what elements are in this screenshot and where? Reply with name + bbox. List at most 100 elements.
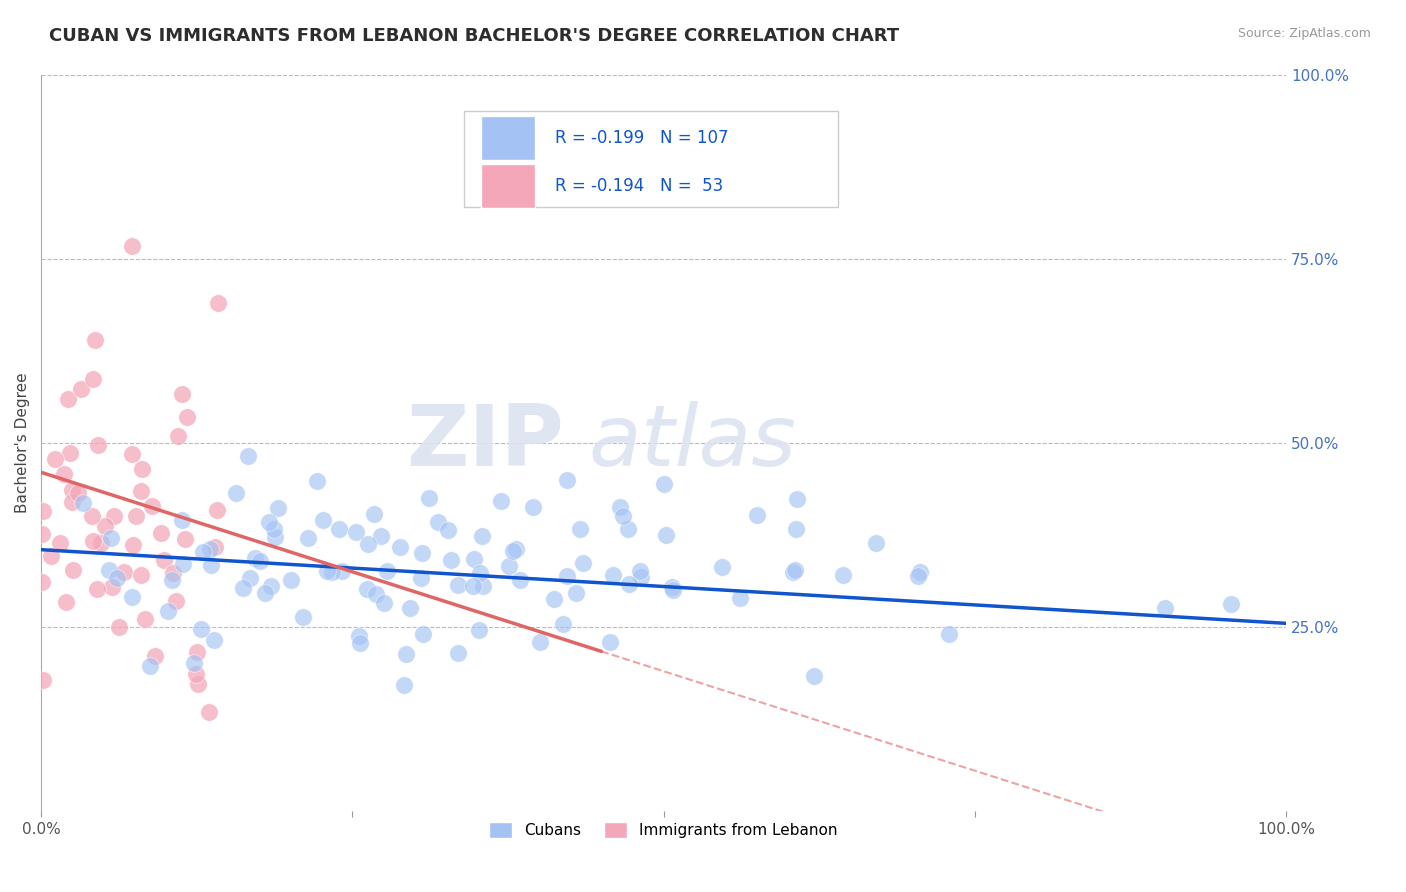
Point: [399, 601, 422, 615]
Point: [62, 563, 84, 577]
Point: [90, 536, 112, 550]
Point: [1154, 600, 1177, 615]
Point: [131, 462, 153, 476]
Point: [94, 518, 117, 533]
Point: [225, 485, 247, 500]
Point: [529, 635, 551, 649]
Point: [447, 646, 470, 660]
Point: [41, 549, 63, 563]
Point: [907, 569, 929, 583]
Point: [239, 571, 262, 585]
Point: [31, 574, 53, 589]
Point: [176, 410, 198, 425]
Point: [254, 586, 277, 600]
Point: [121, 448, 143, 462]
Point: [505, 541, 527, 556]
Point: [395, 648, 418, 662]
Point: [908, 565, 931, 579]
Point: [243, 550, 266, 565]
Legend: Cubans, Immigrants from Lebanon: Cubans, Immigrants from Lebanon: [484, 816, 844, 844]
Point: [472, 579, 495, 593]
Point: [357, 537, 380, 551]
Point: [86, 582, 108, 597]
Point: [803, 669, 825, 683]
Point: [571, 556, 593, 570]
Point: [259, 579, 281, 593]
Point: [292, 609, 315, 624]
Point: [363, 507, 385, 521]
Point: [183, 656, 205, 670]
Point: [53, 467, 76, 482]
FancyBboxPatch shape: [464, 112, 838, 207]
FancyBboxPatch shape: [481, 117, 536, 160]
Text: CUBAN VS IMMIGRANTS FROM LEBANON BACHELOR'S DEGREE CORRELATION CHART: CUBAN VS IMMIGRANTS FROM LEBANON BACHELO…: [49, 27, 900, 45]
Point: [786, 491, 808, 506]
Point: [392, 677, 415, 691]
Point: [468, 566, 491, 581]
Point: [107, 619, 129, 633]
Point: [375, 564, 398, 578]
Point: [134, 612, 156, 626]
Text: Source: ZipAtlas.com: Source: ZipAtlas.com: [1237, 27, 1371, 40]
Point: [305, 474, 328, 488]
Point: [565, 585, 588, 599]
Point: [249, 554, 271, 568]
Point: [616, 522, 638, 536]
Point: [82, 533, 104, 548]
Point: [112, 565, 135, 579]
Point: [498, 559, 520, 574]
Point: [418, 491, 440, 505]
Point: [101, 581, 124, 595]
Point: [186, 676, 208, 690]
Point: [630, 570, 652, 584]
Point: [238, 449, 260, 463]
Point: [190, 622, 212, 636]
Point: [263, 522, 285, 536]
Point: [321, 565, 343, 579]
Point: [652, 476, 675, 491]
Point: [412, 627, 434, 641]
Point: [551, 617, 574, 632]
Point: [471, 529, 494, 543]
Point: [202, 632, 225, 647]
Text: R = -0.194   N =  53: R = -0.194 N = 53: [555, 177, 724, 195]
Point: [463, 552, 485, 566]
Point: [461, 579, 484, 593]
Point: [70, 382, 93, 396]
Point: [745, 508, 768, 522]
Point: [129, 483, 152, 498]
Point: [267, 500, 290, 515]
Point: [370, 528, 392, 542]
Point: [173, 533, 195, 547]
Point: [347, 629, 370, 643]
Point: [87, 438, 110, 452]
Point: [55, 595, 77, 609]
Point: [257, 515, 280, 529]
Point: [141, 499, 163, 513]
Point: [124, 508, 146, 523]
Point: [72, 496, 94, 510]
Point: [730, 591, 752, 605]
Point: [200, 542, 222, 557]
Point: [655, 528, 678, 542]
Point: [280, 573, 302, 587]
Point: [661, 580, 683, 594]
Point: [207, 296, 229, 310]
Point: [509, 573, 531, 587]
Point: [409, 570, 432, 584]
Text: R = -0.199   N = 107: R = -0.199 N = 107: [555, 129, 728, 147]
Point: [1219, 597, 1241, 611]
Point: [197, 706, 219, 720]
Point: [264, 530, 287, 544]
Point: [356, 582, 378, 596]
Point: [80, 508, 103, 523]
Point: [437, 523, 460, 537]
Y-axis label: Bachelor's Degree: Bachelor's Degree: [15, 373, 30, 513]
Point: [388, 540, 411, 554]
Point: [865, 536, 887, 550]
Point: [31, 526, 53, 541]
Point: [609, 500, 631, 515]
Point: [121, 539, 143, 553]
Point: [447, 578, 470, 592]
Point: [32, 504, 55, 518]
